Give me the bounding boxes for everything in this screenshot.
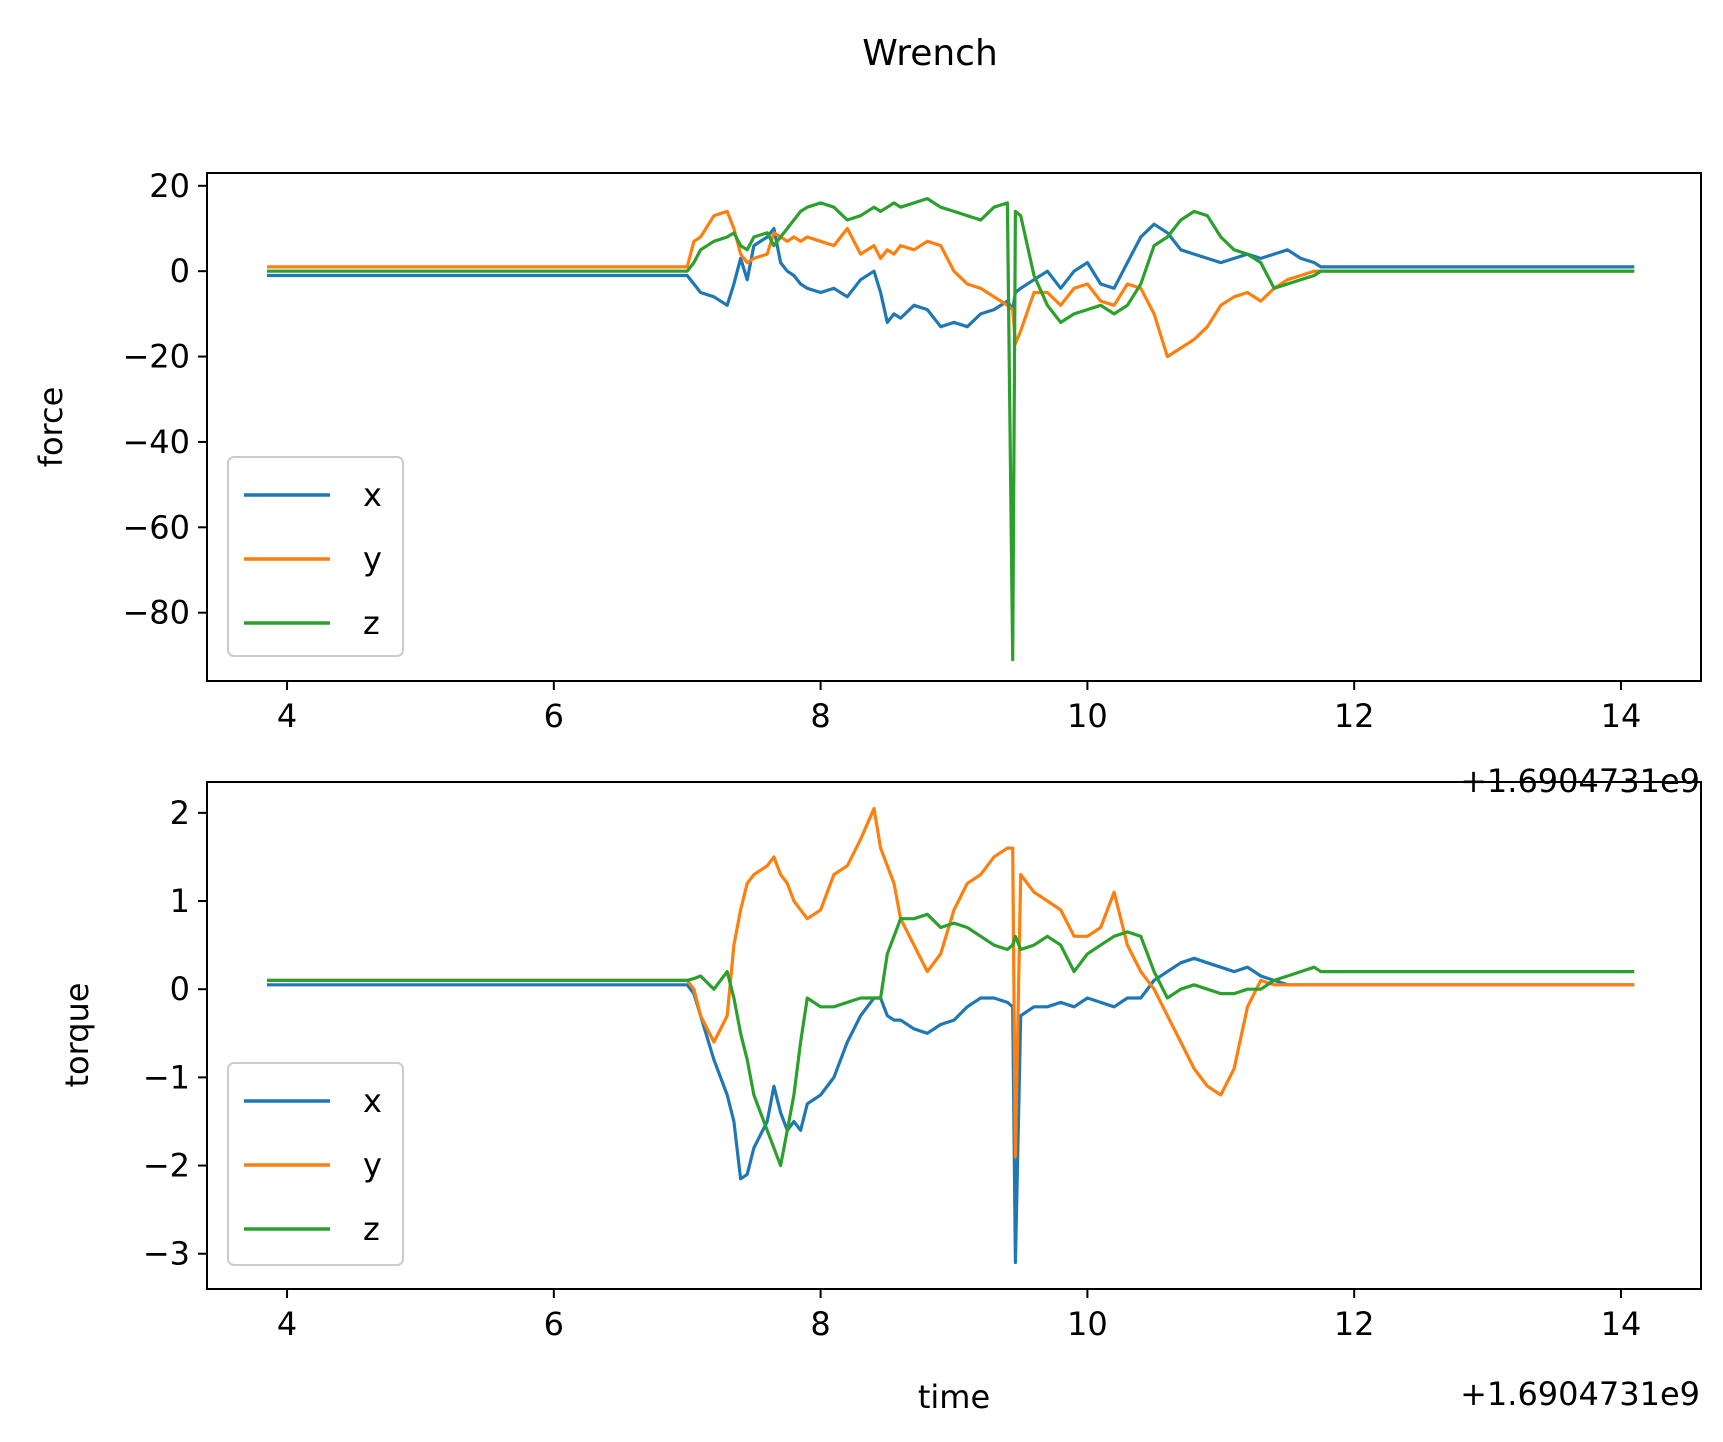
- force-y-tick-label: −20: [122, 338, 190, 376]
- force-x-tick-label: 14: [1601, 697, 1642, 735]
- force-y-axis-label: force: [32, 387, 70, 468]
- force-legend-box: [227, 456, 404, 657]
- torque-y-tick-label: −1: [143, 1058, 190, 1096]
- torque-x-tick-label: 12: [1334, 1305, 1375, 1343]
- force-legend-label-y: y: [363, 540, 382, 578]
- torque-x-tick-label: 4: [277, 1305, 297, 1343]
- force-x-ticks: 4 6 8 10 12 14: [277, 681, 1641, 735]
- force-legend: xyz: [227, 456, 404, 657]
- torque-y-tick-label: 1: [170, 882, 190, 920]
- torque-x-ticks: 4 6 8 10 12 14: [277, 1289, 1641, 1343]
- force-series-y-line: [267, 209, 1635, 359]
- force-x-tick-label: 10: [1067, 697, 1108, 735]
- torque-axes-frame: [206, 781, 1702, 1290]
- force-x-tick-label: 12: [1334, 697, 1375, 735]
- force-y-tick-label: −80: [122, 594, 190, 632]
- torque-legend-label-z: z: [363, 1210, 380, 1248]
- force-y-tick-label: 0: [170, 252, 190, 290]
- force-panel: 4 6 8 10 12 14 200−20−40−60−80 force +1.69047…: [32, 167, 1702, 800]
- figure-title: Wrench: [862, 33, 998, 74]
- force-series-x-line: [267, 222, 1635, 329]
- force-y-tick-label: −40: [122, 423, 190, 461]
- torque-y-tick-label: 2: [170, 794, 190, 832]
- force-series-z-line: [267, 197, 1635, 662]
- torque-series-layer: [267, 806, 1635, 1265]
- torque-y-tick-label: −3: [143, 1235, 190, 1273]
- torque-y-axis-label: torque: [58, 983, 96, 1088]
- torque-y-tick-label: −2: [143, 1147, 190, 1185]
- torque-x-tick-label: 6: [544, 1305, 564, 1343]
- torque-y-tick-label: 0: [170, 970, 190, 1008]
- force-series-layer: [267, 197, 1635, 662]
- force-axes-frame: [206, 172, 1702, 682]
- torque-legend: xyz: [227, 1062, 404, 1266]
- torque-series-y-line: [267, 806, 1635, 1159]
- torque-legend-label-x: x: [363, 1082, 382, 1120]
- torque-series-x-line: [267, 956, 1635, 1265]
- force-x-tick-label: 4: [277, 697, 297, 735]
- force-y-tick-label: 20: [149, 167, 190, 205]
- torque-x-offset-label: +1.6904731e9: [1460, 1375, 1700, 1413]
- torque-x-tick-label: 10: [1067, 1305, 1108, 1343]
- torque-x-tick-label: 8: [810, 1305, 830, 1343]
- force-x-tick-label: 6: [544, 697, 564, 735]
- force-x-tick-label: 8: [810, 697, 830, 735]
- torque-series-z-line: [267, 912, 1635, 1168]
- force-legend-label-z: z: [363, 604, 380, 642]
- x-axis-label: time: [918, 1378, 990, 1416]
- force-y-tick-label: −60: [122, 508, 190, 546]
- force-y-ticks: 20 0 −20 −40 −60 −80: [122, 167, 207, 632]
- torque-x-tick-label: 14: [1601, 1305, 1642, 1343]
- torque-legend-label-y: y: [363, 1146, 382, 1184]
- torque-y-ticks: 2 1 0 −1 −2 −3: [143, 794, 207, 1273]
- torque-panel: 4 6 8 10 12 14 210−1−2−3 torque time +1.69047…: [58, 781, 1702, 1416]
- force-legend-label-x: x: [363, 476, 382, 514]
